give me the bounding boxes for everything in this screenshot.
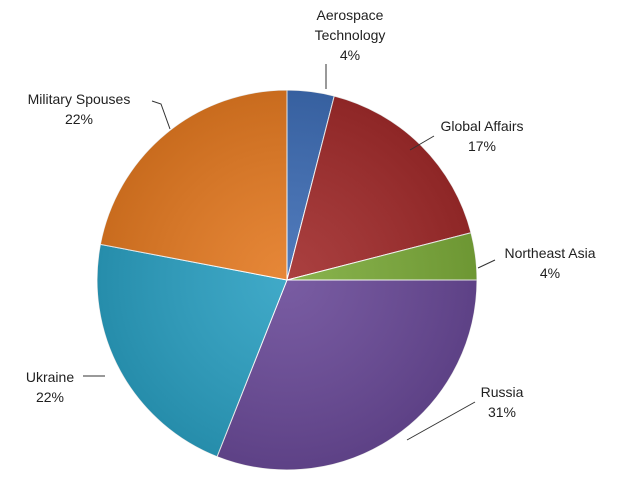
leader-line-russia xyxy=(406,401,476,441)
pie-slices xyxy=(96,89,478,471)
leader-line-global-affairs xyxy=(409,135,435,151)
slice-labels: Aerospace Technology 4% Global Affairs 17% No… xyxy=(26,7,596,420)
leader-lines xyxy=(83,64,496,441)
slice-label-military-spouses: Military Spouses 22% xyxy=(28,91,131,127)
slice-label-northeast-asia: Northeast Asia 4% xyxy=(504,245,595,281)
slice-label-russia: Russia 31% xyxy=(481,384,524,420)
slice-label-global-affairs: Global Affairs 17% xyxy=(440,118,523,154)
slice-label-aerospace-technology: Aerospace Technology 4% xyxy=(315,7,386,63)
leader-line-northeast-asia xyxy=(477,259,496,269)
slice-label-ukraine: Ukraine 22% xyxy=(26,369,74,405)
leader-line-military-spouses xyxy=(151,100,171,130)
